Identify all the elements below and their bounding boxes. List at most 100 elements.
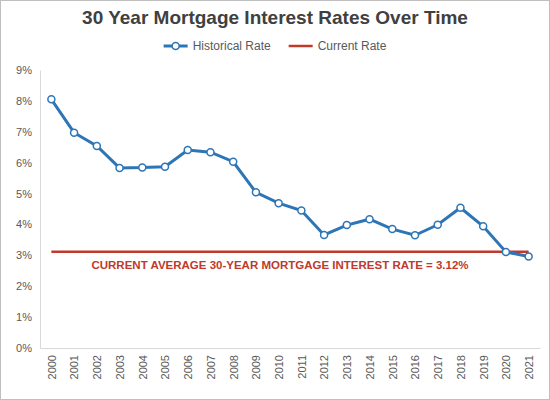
legend-item: Current Rate [289,39,387,53]
marker [116,164,123,171]
title: 30 Year Mortgage Interest Rates Over Tim… [82,7,468,28]
marker [525,253,532,260]
legend-label: Historical Rate [193,39,271,53]
x-tick-label: 2007 [205,355,217,379]
x-tick-label: 2008 [228,355,240,379]
y-tick: 2% [16,280,40,292]
y-tick-label: 7% [16,126,32,138]
legend-swatch [289,45,313,48]
y-tick-label: 9% [16,64,32,76]
marker [48,96,55,103]
y-tick: 5% [16,188,40,200]
legend-marker [172,43,179,50]
legend-label: Current Rate [318,39,387,53]
y-tick: 8% [16,95,40,107]
x-tick-label: 2016 [409,355,421,379]
annotation: CURRENT AVERAGE 30-YEAR MORTGAGE INTERES… [91,259,468,271]
x-axis: 2000 2001 2002 2003 2004 2005 2006 2007 2008 2009… [41,348,541,379]
x-tick: 2001 [68,348,80,379]
x-tick-label: 2002 [91,355,103,379]
x-tick: 2017 [432,348,444,379]
x-tick: 2020 [500,348,512,379]
x-tick-label: 2021 [523,355,535,379]
y-tick-label: 5% [16,188,32,200]
series-line [51,250,528,253]
x-tick-label: 2014 [364,355,376,379]
x-tick: 2012 [318,348,330,379]
x-tick: 2014 [364,348,376,379]
y-tick: 3% [16,249,40,261]
x-tick: 2011 [296,348,308,379]
x-tick-label: 2019 [478,355,490,379]
y-tick-label: 0% [16,342,32,354]
y-tick: 6% [16,157,40,169]
marker [480,223,487,230]
y-axis: 0% 1% 2% 3% 4% 5% 6% 7% 8% 9% [16,64,40,354]
series-line [51,99,528,256]
y-axis-line [40,71,41,349]
marker [162,163,169,170]
chart: 30 Year Mortgage Interest Rates Over Tim… [0,0,550,400]
y-tick: 7% [16,126,40,138]
marker [252,189,259,196]
marker [502,248,509,255]
x-tick-label: 2009 [250,355,262,379]
x-tick: 2002 [91,348,103,379]
marker [366,216,373,223]
x-tick-label: 2018 [455,355,467,379]
y-tick-label: 2% [16,280,32,292]
y-tick-label: 6% [16,157,32,169]
marker [457,204,464,211]
y-tick-label: 3% [16,249,32,261]
x-tick-label: 2017 [432,355,444,379]
x-tick: 2008 [228,348,240,379]
marker [434,221,441,228]
x-tick: 2004 [137,348,149,379]
marker [343,222,350,229]
frame [1,1,550,400]
x-tick-label: 2020 [500,355,512,379]
x-tick: 2010 [273,348,285,379]
marker [230,158,237,165]
x-tick: 2015 [387,348,399,379]
x-tick-label: 2004 [137,355,149,379]
x-tick-label: 2000 [46,355,58,379]
x-tick: 2006 [182,348,194,379]
y-tick: 0% [16,342,40,354]
marker [412,232,419,239]
y-tick: 1% [16,311,40,323]
y-tick-label: 4% [16,218,32,230]
y-tick-label: 8% [16,95,32,107]
x-tick: 2019 [478,348,490,379]
x-tick-label: 2003 [114,355,126,379]
x-tick-label: 2013 [341,355,353,379]
marker [93,142,100,149]
x-axis-line [41,348,541,349]
x-tick: 2018 [455,348,467,379]
x-tick-label: 2011 [296,355,308,379]
x-tick: 2009 [250,348,262,379]
x-tick-label: 2010 [273,355,285,379]
y-tick: 4% [16,218,40,230]
marker [275,200,282,207]
legend: Historical Rate Current Rate [164,39,387,53]
x-tick-label: 2006 [182,355,194,379]
marks [48,96,532,260]
x-tick-label: 2012 [318,355,330,379]
x-tick-label: 2001 [68,355,80,379]
marker [184,147,191,154]
x-tick: 2003 [114,348,126,379]
marker [321,231,328,238]
x-tick: 2007 [205,348,217,379]
x-tick: 2016 [409,348,421,379]
marker [139,164,146,171]
marker [207,149,214,156]
x-tick-label: 2015 [387,355,399,379]
marker [71,129,78,136]
x-tick-label: 2005 [159,355,171,379]
x-tick: 2013 [341,348,353,379]
x-tick: 2000 [46,348,58,379]
y-tick-label: 1% [16,311,32,323]
marker [389,226,396,233]
marker [298,207,305,214]
